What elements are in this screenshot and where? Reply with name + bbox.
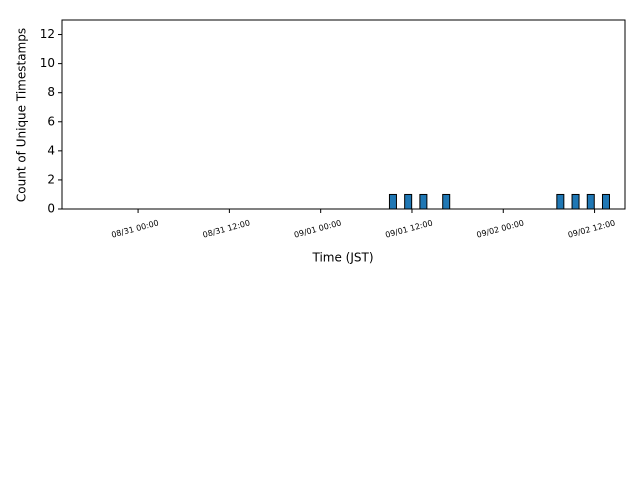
- x-tick-label: 09/01 00:00: [293, 218, 342, 239]
- bar: [556, 193, 565, 210]
- bar: [388, 193, 397, 210]
- x-tick-label: 08/31 00:00: [110, 218, 159, 239]
- x-tick-label: 08/31 12:00: [202, 218, 251, 239]
- y-tick-label: 6: [47, 114, 55, 128]
- y-tick-label: 12: [40, 27, 55, 41]
- y-tick-label: 4: [47, 143, 55, 157]
- bar: [442, 193, 451, 210]
- x-tick-label: 09/01 12:00: [384, 218, 433, 239]
- y-tick-label: 8: [47, 85, 55, 99]
- y-tick-label: 2: [47, 172, 55, 186]
- x-tick-label: 09/02 00:00: [476, 218, 525, 239]
- x-tick-label: 09/02 12:00: [567, 218, 616, 239]
- bar: [404, 193, 413, 210]
- plot-frame: [61, 19, 626, 210]
- x-axis-label: Time (JST): [311, 251, 373, 265]
- y-axis-label: Count of Unique Timestamps: [15, 28, 29, 202]
- bar: [586, 193, 595, 210]
- bar: [419, 193, 428, 210]
- y-tick-label: 10: [40, 56, 55, 70]
- bar: [571, 193, 580, 210]
- y-tick-label: 0: [47, 202, 55, 216]
- bar: [601, 193, 610, 210]
